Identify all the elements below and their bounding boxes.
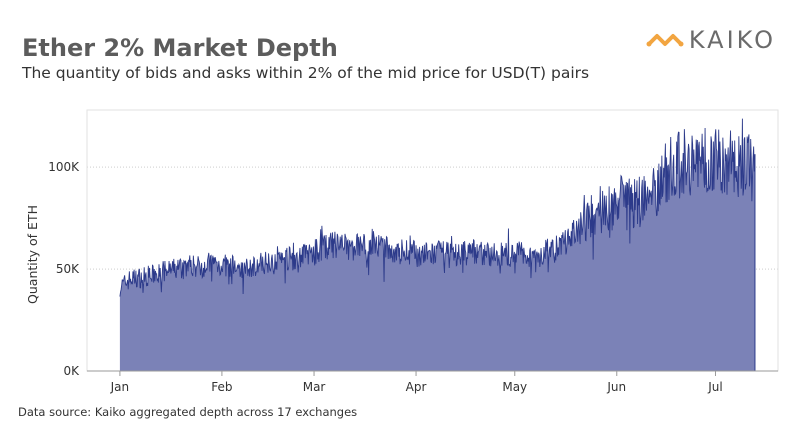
x-tick-label: May xyxy=(502,380,527,394)
depth-line xyxy=(119,118,756,297)
x-tick-label: Jul xyxy=(707,380,722,394)
y-tick-label: 0K xyxy=(63,364,80,378)
x-tick-label: Apr xyxy=(406,380,427,394)
y-axis-title: Quantity of ETH xyxy=(25,205,40,304)
x-tick-label: Mar xyxy=(303,380,326,394)
x-tick-label: Jan xyxy=(110,380,130,394)
chart-subtitle: The quantity of bids and asks within 2% … xyxy=(22,64,590,82)
axes-layer xyxy=(86,109,779,376)
y-tick-label: 100K xyxy=(48,160,80,174)
kaiko-logo: KAIKO xyxy=(645,26,776,54)
y-tick-label: 50K xyxy=(56,262,80,276)
logo-text: KAIKO xyxy=(688,26,776,54)
kaiko-chain-icon xyxy=(646,34,684,47)
data-source-note: Data source: Kaiko aggregated depth acro… xyxy=(18,405,358,419)
labels-layer: 0K 50K 100K Jan Feb Mar Apr May Jun Jul Quantity o… xyxy=(25,160,723,394)
chart-title: Ether 2% Market Depth xyxy=(22,34,338,62)
area-layer xyxy=(119,118,756,371)
x-tick-label: Feb xyxy=(211,380,232,394)
x-tick-label: Jun xyxy=(606,380,626,394)
